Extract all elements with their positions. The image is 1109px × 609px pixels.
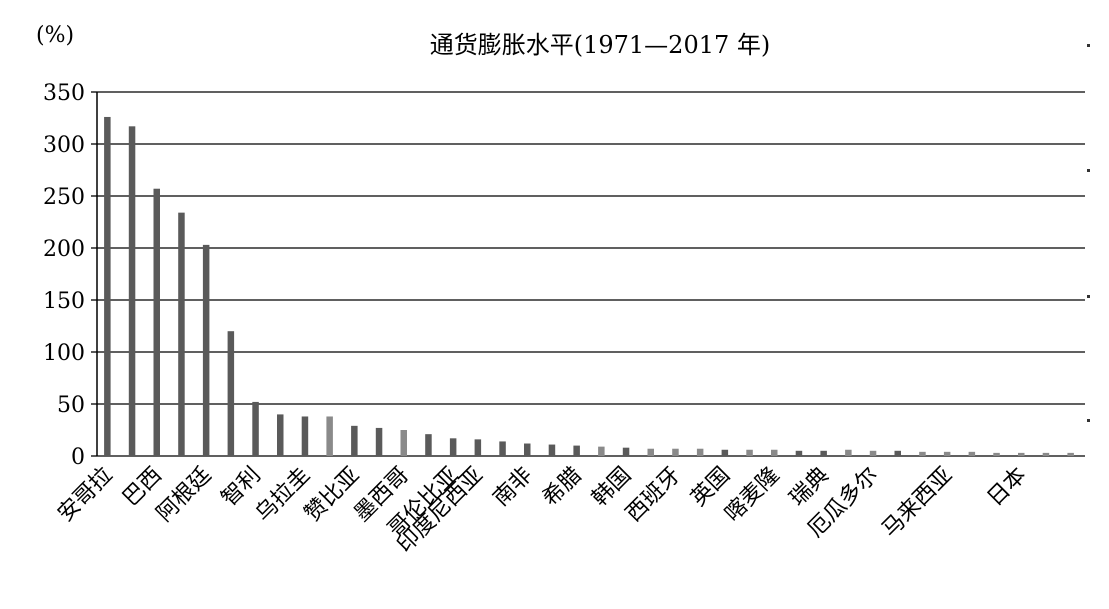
bar [425,434,432,456]
bar [721,449,729,456]
y-tick-label: 250 [43,185,85,210]
x-category-label: 安哥拉 [53,463,117,527]
x-category-label: 日本 [983,463,1032,512]
x-category-label: 马来西亚 [877,463,957,543]
bar [351,425,358,456]
y-tick-label: 150 [43,289,85,314]
bar [375,427,383,456]
bar [474,439,482,456]
bar [622,447,630,456]
edge-mark [1087,295,1090,298]
bar [301,416,309,456]
bar [202,244,210,456]
bars [104,116,1074,457]
bar [919,451,926,456]
bar [820,450,827,456]
bar [696,448,704,456]
y-tick-label: 300 [43,133,85,158]
edge-mark [1087,169,1090,172]
x-category-label: 喀麦隆 [720,463,784,527]
x-category-label: 赞比亚 [300,463,364,527]
bar [869,450,877,456]
bar [252,401,259,456]
edge-mark [1087,44,1090,47]
bar [573,445,580,456]
y-tick-label: 200 [43,237,85,262]
bar [326,416,333,456]
y-tick-label: 50 [57,393,85,418]
x-category-label: 希腊 [538,463,587,512]
bar [647,448,654,456]
gridlines [97,91,1085,457]
bar [104,116,111,457]
y-tick-label: 0 [71,445,85,470]
bar [943,451,951,456]
bar [128,126,136,456]
bar [1018,452,1025,456]
bar [524,443,531,456]
y-tick-label: 100 [43,341,85,366]
chart-title: 通货膨胀水平(1971—2017 年) [430,31,771,59]
bar [771,449,778,456]
bar [1042,452,1050,456]
bar [993,452,1000,456]
x-category-label: 西班牙 [621,463,685,527]
x-category-label: 阿根廷 [152,463,216,527]
edge-mark [1087,419,1090,422]
bar [277,414,284,456]
bar [672,448,679,456]
bar [227,331,235,456]
edge-marks [1087,44,1090,422]
bar [548,444,556,456]
bar [400,430,407,456]
bar [598,446,605,456]
y-axis-ticks: 0 50 100 150 200 250 300 350 [43,81,97,470]
bar [178,212,185,456]
bar [845,449,852,456]
bar [1067,452,1074,456]
bar [795,450,803,456]
bar [746,449,753,456]
x-category-label: 南非 [489,463,538,512]
x-category-label: 乌拉圭 [251,463,315,527]
y-unit-label: (%) [36,23,74,48]
bar [499,441,506,456]
bar [894,450,901,456]
bar [449,438,457,456]
y-tick-label: 350 [43,81,85,106]
bar [968,451,976,456]
bar [153,188,160,456]
